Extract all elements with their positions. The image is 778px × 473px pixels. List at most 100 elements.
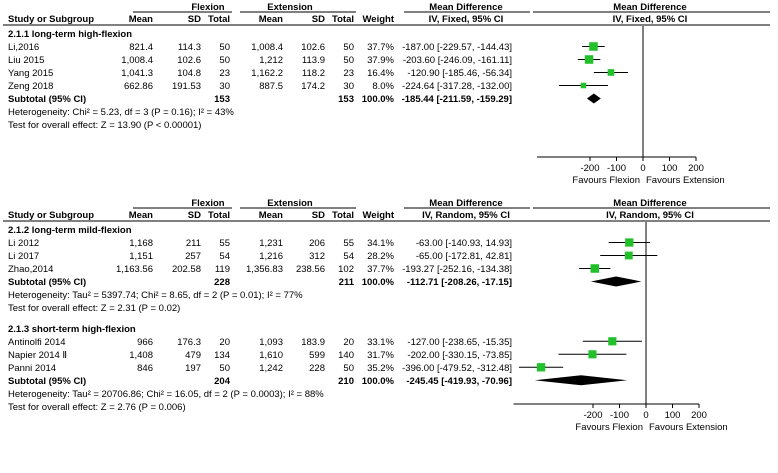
subtotal-flexion-total: 153: [214, 94, 230, 105]
extension-total: 50: [343, 55, 354, 66]
subtotal-diamond: [586, 93, 601, 104]
flexion-mean: 1,408: [129, 350, 153, 361]
subtotal-diamond: [534, 375, 628, 386]
study-point-marker: [590, 264, 600, 273]
subtotal-ci-text: -185.44 [-211.59, -159.29]: [402, 94, 512, 105]
favours-right-label: Favours Extension: [649, 422, 728, 433]
study-name: Liu 2015: [8, 55, 44, 66]
x-axis-tick-label: 100: [665, 410, 681, 421]
study-weight: 35.2%: [367, 363, 394, 374]
header-plot-method: IV, Fixed, 95% CI: [613, 14, 688, 25]
subtotal-label: Subtotal (95% CI): [8, 277, 86, 288]
x-axis-tick-label: 0: [643, 410, 648, 421]
header-study: Study or Subgroup: [8, 210, 94, 221]
heterogeneity-text: Heterogeneity: Tau² = 5397.74; Chi² = 8.…: [8, 290, 303, 301]
extension-sd: 312: [309, 251, 325, 262]
flexion-mean: 1,163.56: [116, 264, 153, 275]
subtotal-extension-total: 210: [338, 376, 354, 387]
study-point-marker: [584, 55, 594, 64]
subgroup-title: 2.1.3 short-term high-flexion: [8, 324, 136, 335]
flexion-total: 50: [219, 363, 230, 374]
header-extension: Extension: [267, 198, 313, 209]
study-weight: 34.1%: [367, 238, 394, 249]
extension-sd: 238.56: [296, 264, 325, 275]
header-extension: Extension: [267, 2, 313, 13]
extension-mean: 1,356.83: [246, 264, 283, 275]
study-ci-text: -202.00 [-330.15, -73.85]: [407, 350, 512, 361]
flexion-sd: 104.8: [177, 68, 201, 79]
subtotal-label: Subtotal (95% CI): [8, 94, 86, 105]
favours-right-label: Favours Extension: [646, 175, 725, 186]
x-axis-tick-label: -100: [607, 163, 626, 174]
header-total-1: Total: [208, 14, 230, 25]
x-axis-tick-label: 0: [640, 163, 645, 174]
subtotal-diamond: [590, 276, 642, 287]
header-mean-2: Mean: [259, 14, 283, 25]
flexion-mean: 1,151: [129, 251, 153, 262]
header-weight: Weight: [363, 210, 395, 221]
extension-total: 55: [343, 238, 354, 249]
header-mean-difference: Mean Difference: [429, 198, 502, 209]
subtotal-extension-total: 153: [338, 94, 354, 105]
flexion-mean: 1,008.4: [121, 55, 153, 66]
header-plot-mean-difference: Mean Difference: [613, 198, 686, 209]
extension-mean: 1,212: [259, 55, 283, 66]
study-ci-text: -65.00 [-172.81, 42.81]: [416, 251, 512, 262]
flexion-total: 55: [219, 238, 230, 249]
study-weight: 37.9%: [367, 55, 394, 66]
heterogeneity-text: Heterogeneity: Tau² = 20706.86; Chi² = 1…: [8, 389, 324, 400]
header-mean-1: Mean: [129, 210, 153, 221]
study-ci-text: -63.00 [-140.93, 14.93]: [416, 238, 512, 249]
flexion-mean: 846: [137, 363, 153, 374]
study-weight: 8.0%: [372, 81, 394, 92]
subtotal-weight: 100.0%: [362, 277, 395, 288]
study-point-marker: [580, 82, 587, 89]
flexion-sd: 102.6: [177, 55, 201, 66]
subgroup-title: 2.1.2 long-term mild-flexion: [8, 225, 132, 236]
flexion-sd: 211: [186, 238, 201, 249]
study-name: Li,2016: [8, 42, 39, 53]
header-sd-2: SD: [312, 210, 325, 221]
extension-sd: 102.6: [301, 42, 325, 53]
study-point-marker: [536, 363, 546, 372]
study-ci-text: -187.00 [-229.57, -144.43]: [402, 42, 512, 53]
header-plot-mean-difference: Mean Difference: [613, 2, 686, 13]
x-axis-tick-label: -200: [580, 163, 599, 174]
study-name: Napier 2014 Ⅱ: [8, 350, 67, 361]
extension-total: 20: [343, 337, 354, 348]
overall-effect-text: Test for overall effect: Z = 2.31 (P = 0…: [8, 303, 180, 314]
header-mean-difference: Mean Difference: [429, 2, 502, 13]
flexion-total: 50: [219, 55, 230, 66]
subtotal-weight: 100.0%: [362, 94, 395, 105]
study-point-marker: [589, 42, 598, 51]
study-name: Yang 2015: [8, 68, 53, 79]
study-name: Zeng 2018: [8, 81, 53, 92]
header-weight: Weight: [363, 14, 395, 25]
header-total-2: Total: [332, 14, 354, 25]
study-name: Panni 2014: [8, 363, 56, 374]
flexion-total: 30: [219, 81, 230, 92]
extension-total: 54: [343, 251, 354, 262]
study-weight: 31.7%: [367, 350, 394, 361]
extension-mean: 1,242: [259, 363, 283, 374]
subtotal-ci-text: -112.71 [-208.26, -17.15]: [407, 277, 512, 288]
study-ci-text: -120.90 [-185.46, -56.34]: [407, 68, 512, 79]
flexion-mean: 1,041.3: [121, 68, 153, 79]
flexion-sd: 479: [185, 350, 201, 361]
x-axis-tick-label: -200: [583, 410, 602, 421]
extension-mean: 887.5: [259, 81, 283, 92]
flexion-sd: 114.3: [178, 42, 201, 53]
overall-effect-text: Test for overall effect: Z = 13.90 (P < …: [8, 120, 201, 131]
flexion-sd: 176.3: [177, 337, 201, 348]
subtotal-extension-total: 211: [339, 277, 355, 288]
heterogeneity-text: Heterogeneity: Chi² = 5.23, df = 3 (P = …: [8, 107, 234, 118]
flexion-sd: 202.58: [172, 264, 201, 275]
flexion-total: 50: [219, 42, 230, 53]
study-name: Zhao,2014: [8, 264, 53, 275]
subgroup-title: 2.1.1 long-term high-flexion: [8, 29, 132, 40]
extension-sd: 183.9: [301, 337, 325, 348]
extension-total: 102: [338, 264, 354, 275]
flexion-mean: 662.86: [124, 81, 153, 92]
header-total-2: Total: [332, 210, 354, 221]
flexion-sd: 191.53: [172, 81, 201, 92]
